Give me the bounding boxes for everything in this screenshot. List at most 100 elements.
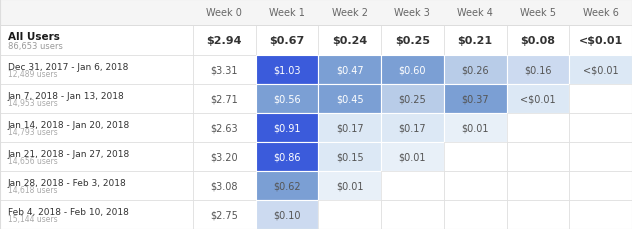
- Text: $0.47: $0.47: [336, 65, 363, 75]
- Bar: [255, 171, 319, 200]
- Text: $2.71: $2.71: [210, 94, 238, 104]
- Bar: [444, 171, 506, 200]
- Text: $0.56: $0.56: [273, 94, 301, 104]
- Bar: [506, 200, 569, 229]
- Text: $3.08: $3.08: [210, 181, 238, 191]
- Bar: [193, 26, 255, 55]
- Text: Jan 7, 2018 - Jan 13, 2018: Jan 7, 2018 - Jan 13, 2018: [8, 91, 125, 100]
- Bar: [444, 113, 506, 142]
- Text: Week 4: Week 4: [457, 8, 493, 18]
- Text: 14,953 users: 14,953 users: [8, 98, 58, 107]
- Text: Week 1: Week 1: [269, 8, 305, 18]
- Text: Week 0: Week 0: [206, 8, 242, 18]
- Text: $0.26: $0.26: [461, 65, 489, 75]
- Bar: [0, 84, 193, 113]
- Bar: [569, 171, 632, 200]
- Bar: [0, 26, 632, 27]
- Bar: [0, 142, 193, 171]
- Bar: [193, 84, 255, 113]
- Text: $3.20: $3.20: [210, 152, 238, 162]
- Text: <$0.01: <$0.01: [520, 94, 556, 104]
- Bar: [0, 113, 193, 142]
- Text: Week 2: Week 2: [332, 8, 368, 18]
- Bar: [255, 113, 319, 142]
- Text: $2.63: $2.63: [210, 123, 238, 133]
- Text: $0.15: $0.15: [336, 152, 363, 162]
- Text: 86,653 users: 86,653 users: [8, 41, 63, 50]
- Text: $0.17: $0.17: [399, 123, 426, 133]
- Bar: [569, 113, 632, 142]
- Bar: [506, 142, 569, 171]
- Bar: [255, 26, 319, 55]
- Bar: [255, 142, 319, 171]
- Bar: [444, 142, 506, 171]
- Bar: [319, 26, 381, 55]
- Text: $0.16: $0.16: [524, 65, 552, 75]
- Text: $0.86: $0.86: [273, 152, 301, 162]
- Text: Dec 31, 2017 - Jan 6, 2018: Dec 31, 2017 - Jan 6, 2018: [8, 62, 128, 71]
- Bar: [381, 26, 444, 55]
- Bar: [569, 142, 632, 171]
- Bar: [444, 200, 506, 229]
- Bar: [193, 113, 255, 142]
- Text: Jan 21, 2018 - Jan 27, 2018: Jan 21, 2018 - Jan 27, 2018: [8, 149, 130, 158]
- Text: $0.25: $0.25: [399, 94, 426, 104]
- Bar: [381, 113, 444, 142]
- Bar: [569, 200, 632, 229]
- Text: $0.67: $0.67: [269, 36, 305, 46]
- Text: $0.37: $0.37: [461, 94, 489, 104]
- Bar: [193, 200, 255, 229]
- Bar: [255, 200, 319, 229]
- Text: $0.25: $0.25: [395, 36, 430, 46]
- Text: Jan 14, 2018 - Jan 20, 2018: Jan 14, 2018 - Jan 20, 2018: [8, 120, 130, 129]
- Bar: [444, 84, 506, 113]
- Bar: [319, 200, 381, 229]
- Bar: [193, 171, 255, 200]
- Bar: [506, 171, 569, 200]
- Text: Jan 28, 2018 - Feb 3, 2018: Jan 28, 2018 - Feb 3, 2018: [8, 178, 126, 187]
- Text: 14,618 users: 14,618 users: [8, 185, 57, 194]
- Text: $0.91: $0.91: [273, 123, 301, 133]
- Text: Feb 4, 2018 - Feb 10, 2018: Feb 4, 2018 - Feb 10, 2018: [8, 207, 128, 216]
- Text: <$0.01: <$0.01: [583, 65, 619, 75]
- Text: $0.08: $0.08: [520, 36, 556, 46]
- Bar: [381, 84, 444, 113]
- Text: $0.45: $0.45: [336, 94, 363, 104]
- Text: Week 3: Week 3: [394, 8, 430, 18]
- Bar: [0, 55, 193, 84]
- Bar: [444, 26, 506, 55]
- Text: Week 6: Week 6: [583, 8, 619, 18]
- Text: 12,489 users: 12,489 users: [8, 69, 57, 78]
- Text: 15,144 users: 15,144 users: [8, 214, 58, 223]
- Text: 14,793 users: 14,793 users: [8, 127, 58, 136]
- Text: $3.31: $3.31: [210, 65, 238, 75]
- Bar: [319, 113, 381, 142]
- Bar: [0, 26, 193, 55]
- Bar: [381, 142, 444, 171]
- Bar: [569, 26, 632, 55]
- Bar: [569, 84, 632, 113]
- Bar: [193, 142, 255, 171]
- Bar: [319, 55, 381, 84]
- Text: $0.01: $0.01: [461, 123, 489, 133]
- Bar: [381, 55, 444, 84]
- Bar: [193, 55, 255, 84]
- Text: $0.17: $0.17: [336, 123, 363, 133]
- Bar: [255, 84, 319, 113]
- Text: $0.60: $0.60: [399, 65, 426, 75]
- Bar: [506, 55, 569, 84]
- Bar: [381, 171, 444, 200]
- Bar: [0, 0, 632, 26]
- Bar: [506, 26, 569, 55]
- Text: All Users: All Users: [8, 32, 59, 42]
- Bar: [381, 200, 444, 229]
- Bar: [444, 55, 506, 84]
- Text: <$0.01: <$0.01: [578, 36, 623, 46]
- Bar: [506, 113, 569, 142]
- Text: $0.10: $0.10: [273, 210, 301, 220]
- Text: 14,656 users: 14,656 users: [8, 156, 58, 165]
- Text: $0.01: $0.01: [399, 152, 426, 162]
- Bar: [569, 55, 632, 84]
- Bar: [319, 171, 381, 200]
- Bar: [0, 171, 193, 200]
